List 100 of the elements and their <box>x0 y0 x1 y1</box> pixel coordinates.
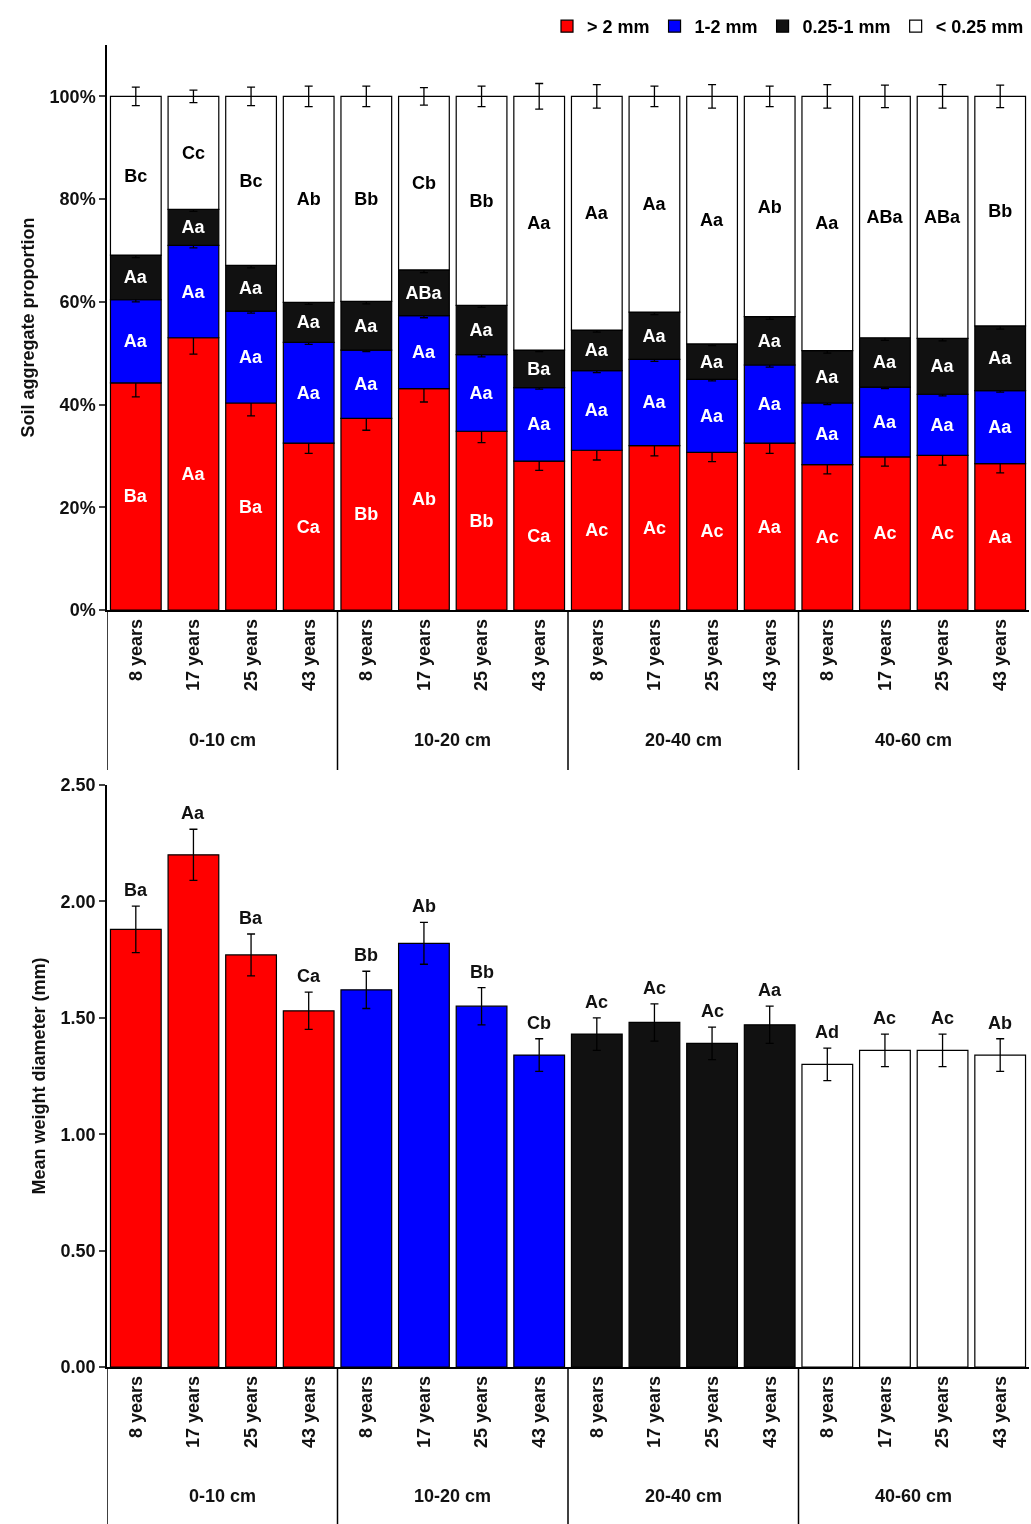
x-tick-label: 43 years <box>759 1375 780 1449</box>
data-label: Ba <box>124 880 148 900</box>
data-label: ABa <box>866 207 904 228</box>
legend-label: 0.25-1 mm <box>802 17 891 38</box>
x-tick-label: 8 years <box>586 1375 607 1439</box>
data-label: Aa <box>758 980 782 1000</box>
x-tick-label: 17 years <box>413 618 434 692</box>
data-label: Ab <box>411 489 436 510</box>
data-label: Bb <box>988 201 1013 222</box>
legend-label: 1-2 mm <box>694 17 758 38</box>
text: 10-20 cm <box>414 730 492 750</box>
data-label: Bc <box>124 165 148 186</box>
data-label: Ac <box>643 978 667 998</box>
x-tick-label: 17 years <box>644 618 665 692</box>
data-label: Aa <box>988 417 1013 438</box>
x-tick-label: 43 years <box>990 618 1011 692</box>
data-label: Aa <box>354 315 379 336</box>
x-tick-label: 25 years <box>701 1375 722 1449</box>
data-label: Ca <box>527 525 552 546</box>
x-tick-label: 17 years <box>874 618 895 692</box>
data-label: Aa <box>757 394 782 415</box>
data-label: Ac <box>931 522 955 543</box>
data-label: Aa <box>815 366 840 387</box>
data-label: Aa <box>700 351 725 372</box>
x-tick-label: 43 years <box>990 1375 1011 1449</box>
y-tick-label: 1.00 <box>60 1124 96 1145</box>
data-label: Ac <box>873 1008 897 1028</box>
text: 0-10 cm <box>189 730 257 750</box>
data-label: Ab <box>412 896 436 916</box>
y-axis-title: Soil aggregate proportion <box>18 217 39 438</box>
data-label: Aa <box>123 331 148 352</box>
data-label: Aa <box>757 330 782 351</box>
x-tick-label: 43 years <box>298 618 319 692</box>
data-label: Ca <box>296 516 321 537</box>
data-label: Aa <box>469 382 494 403</box>
y-tick-label: 80% <box>59 189 96 210</box>
data-label: Aa <box>469 320 494 341</box>
data-label: Cb <box>527 1013 551 1033</box>
data-label: Aa <box>815 213 840 234</box>
text: 0-10 cm <box>189 1486 257 1506</box>
x-tick-label: 8 years <box>586 618 607 682</box>
data-label: Ab <box>757 196 782 217</box>
data-label: Aa <box>700 210 725 231</box>
data-label: Bb <box>354 504 379 525</box>
data-label: Ac <box>931 1008 955 1028</box>
data-label: Aa <box>815 423 840 444</box>
y-tick-label: 20% <box>59 497 96 518</box>
data-label: Aa <box>988 526 1013 547</box>
y-tick-label: 2.50 <box>60 775 96 796</box>
x-tick-label: 25 years <box>240 1375 261 1449</box>
x-tick-label: 8 years <box>125 618 146 682</box>
data-label: Aa <box>700 405 725 426</box>
y-tick-label: 60% <box>59 292 96 313</box>
data-label: Aa <box>584 203 609 224</box>
y-tick-label: 0.00 <box>60 1357 96 1378</box>
x-tick-label: 25 years <box>701 618 722 692</box>
data-label: Aa <box>930 356 955 377</box>
x-tick-label: 25 years <box>471 618 492 692</box>
x-tick-label: 8 years <box>125 1375 146 1439</box>
x-tick-label: 25 years <box>932 1375 953 1449</box>
x-tick-label: 43 years <box>529 1375 550 1449</box>
text: 40-60 cm <box>875 730 953 750</box>
data-label: ABa <box>405 282 443 303</box>
data-label: Aa <box>757 516 782 537</box>
y-axis-title: Mean weight diameter (mm) <box>29 957 50 1195</box>
data-label: Aa <box>642 325 667 346</box>
text: 10-20 cm <box>414 1486 492 1506</box>
data-label: Aa <box>584 400 609 421</box>
data-label: Aa <box>584 340 609 361</box>
x-tick-label: 8 years <box>817 618 838 682</box>
x-tick-label: 43 years <box>529 618 550 692</box>
data-label: Ac <box>701 1001 725 1021</box>
x-tick-label: 43 years <box>759 618 780 692</box>
data-label: Aa <box>872 412 897 433</box>
data-label: Ba <box>239 496 264 517</box>
data-label: Ab <box>988 1013 1012 1033</box>
x-tick-label: 17 years <box>874 1375 895 1449</box>
data-label: Cb <box>411 173 436 194</box>
data-label: Bb <box>354 945 378 965</box>
x-tick-label: 25 years <box>240 618 261 692</box>
data-label: Bc <box>239 170 263 191</box>
x-tick-label: 17 years <box>413 1375 434 1449</box>
data-label: Ad <box>815 1022 839 1042</box>
data-label: Aa <box>527 414 552 435</box>
x-tick-label: 17 years <box>183 1375 204 1449</box>
data-label: Ba <box>239 908 263 928</box>
x-tick-label: 43 years <box>298 1375 319 1449</box>
y-tick-label: 1.50 <box>60 1008 96 1029</box>
x-tick-label: 17 years <box>644 1375 665 1449</box>
legend-label: < 0.25 mm <box>935 17 1024 38</box>
text: 40-60 cm <box>875 1486 953 1506</box>
data-label: Ac <box>815 527 839 548</box>
legend-label: > 2 mm <box>587 17 650 38</box>
x-tick-label: 17 years <box>183 618 204 692</box>
data-label: Aa <box>181 463 206 484</box>
data-label: Ca <box>297 966 321 986</box>
x-tick-label: 25 years <box>471 1375 492 1449</box>
x-tick-label: 8 years <box>817 1375 838 1439</box>
data-label: Aa <box>181 803 205 823</box>
data-label: Bb <box>469 190 494 211</box>
